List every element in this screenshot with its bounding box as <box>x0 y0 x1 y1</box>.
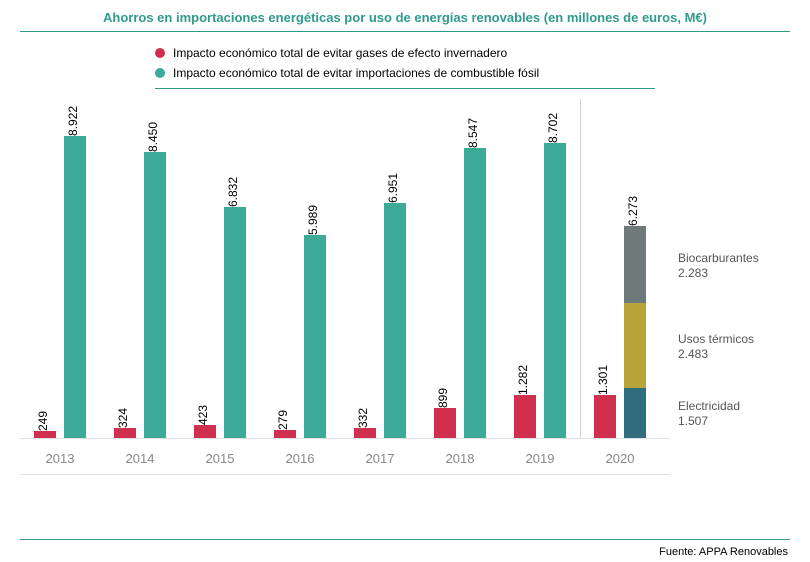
legend-underline <box>155 88 655 89</box>
bar-value-label: 5.989 <box>306 205 324 235</box>
bar-value-label: 8.922 <box>66 106 84 136</box>
bar-fossil: 6.832 <box>224 207 246 439</box>
source-label: Fuente: APPA Renovables <box>659 546 788 558</box>
bar-value-label: 423 <box>196 405 214 425</box>
chart-area: 249 8.922 324 8.450 423 6.832 279 5.989 332 6.951… <box>20 99 790 479</box>
legend-item: Impacto económico total de evitar import… <box>155 66 655 80</box>
legend-label: Impacto económico total de evitar gases … <box>173 46 507 60</box>
x-axis-label: 2016 <box>286 451 315 466</box>
bar-value-label: 8.547 <box>466 118 484 148</box>
breakdown-value: 2.483 <box>678 347 754 362</box>
bar-value-label: 1.282 <box>516 365 534 395</box>
x-axis-label: 2019 <box>526 451 555 466</box>
breakdown-label: Usos térmicos2.483 <box>678 332 754 362</box>
bar-value-label: 324 <box>116 408 134 428</box>
bar-fossil: 6.273 <box>624 226 646 439</box>
x-axis-label: 2018 <box>446 451 475 466</box>
x-axis-line-bottom <box>20 474 670 475</box>
breakdown-value: 2.283 <box>678 266 759 281</box>
bottom-rule <box>20 539 790 540</box>
legend-label: Impacto económico total de evitar import… <box>173 66 539 80</box>
breakdown-label: Biocarburantes2.283 <box>678 251 759 281</box>
x-axis-label: 2020 <box>606 451 635 466</box>
stack-segment <box>624 303 646 387</box>
plot-region: 249 8.922 324 8.450 423 6.832 279 5.989 332 6.951… <box>20 99 670 439</box>
bar-value-label: 6.832 <box>226 177 244 207</box>
legend-item: Impacto económico total de evitar gases … <box>155 46 655 60</box>
title-underline <box>20 31 790 32</box>
x-axis-label: 2015 <box>206 451 235 466</box>
legend: Impacto económico total de evitar gases … <box>155 46 655 80</box>
bar-fossil: 5.989 <box>304 235 326 439</box>
x-axis-label: 2017 <box>366 451 395 466</box>
bar-value-label: 899 <box>436 388 454 408</box>
bar-fossil: 8.547 <box>464 148 486 439</box>
bar-fossil: 8.922 <box>64 136 86 439</box>
breakdown-name: Electricidad <box>678 399 740 414</box>
x-axis-labels: 2013 2014 2015 2016 2017 2018 2019 2020 <box>20 439 670 479</box>
bar-value-label: 1.301 <box>596 365 614 395</box>
breakdown-value: 1.507 <box>678 414 740 429</box>
breakdown-name: Biocarburantes <box>678 251 759 266</box>
bar-fossil: 8.450 <box>144 152 166 439</box>
year-divider <box>580 99 581 439</box>
bar-value-label: 8.702 <box>546 113 564 143</box>
bar-value-label: 279 <box>276 409 294 429</box>
breakdown-label: Electricidad1.507 <box>678 399 740 429</box>
x-axis-label: 2014 <box>126 451 155 466</box>
bar-value-label: 6.273 <box>626 196 644 226</box>
legend-dot-fossil <box>155 68 165 78</box>
chart-title: Ahorros en importaciones energéticas por… <box>0 0 810 31</box>
bar-fossil: 8.702 <box>544 143 566 439</box>
bar-value-label: 249 <box>36 411 54 431</box>
stack-segment <box>624 388 646 439</box>
x-axis-label: 2013 <box>46 451 75 466</box>
breakdown-name: Usos térmicos <box>678 332 754 347</box>
bar-ghg: 899 <box>434 408 456 439</box>
legend-dot-ghg <box>155 48 165 58</box>
stack-segment <box>624 226 646 304</box>
bar-fossil: 6.951 <box>384 203 406 439</box>
breakdown-labels: Biocarburantes2.283 Usos térmicos2.483 Ele… <box>678 99 790 439</box>
bar-ghg: 1.282 <box>514 395 536 439</box>
bar-ghg: 1.301 <box>594 395 616 439</box>
bar-value-label: 8.450 <box>146 122 164 152</box>
bar-ghg: 423 <box>194 425 216 439</box>
bar-value-label: 6.951 <box>386 173 404 203</box>
bar-value-label: 332 <box>356 408 374 428</box>
